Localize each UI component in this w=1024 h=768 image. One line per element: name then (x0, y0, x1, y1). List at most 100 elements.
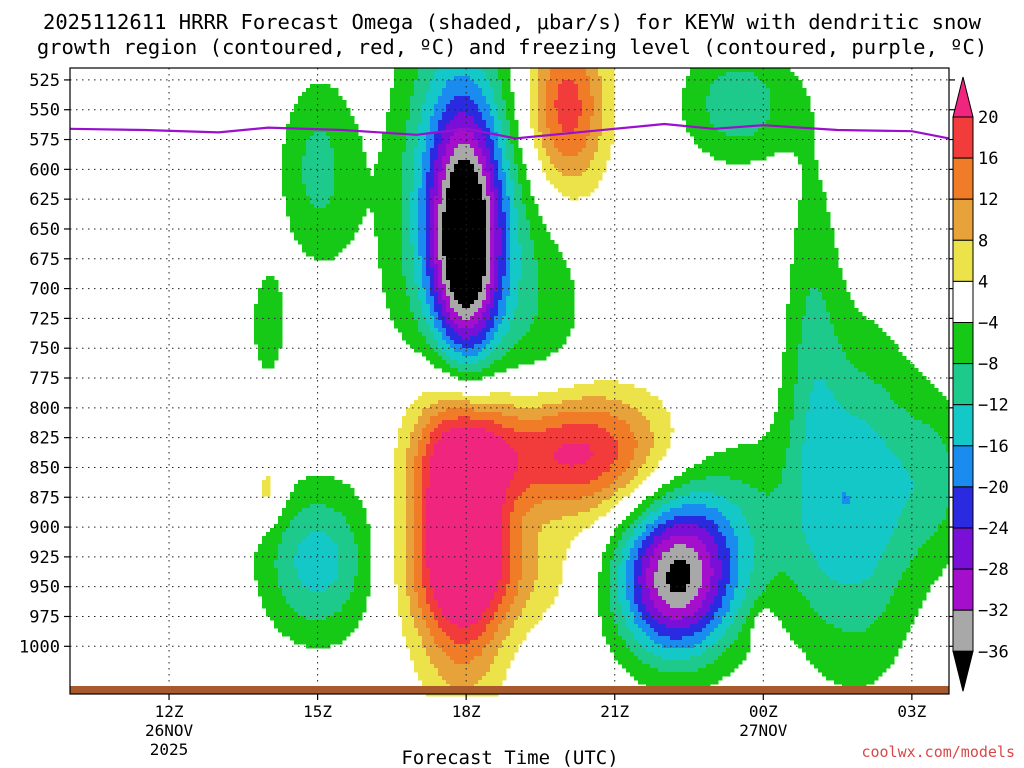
omega-cell (386, 124, 407, 129)
omega-cell (426, 520, 503, 525)
omega-cell (706, 636, 723, 641)
omega-cell (670, 564, 691, 569)
omega-cell (434, 616, 447, 621)
omega-cell (626, 468, 639, 473)
omega-cell (638, 440, 655, 445)
omega-cell (634, 436, 655, 441)
omega-cell (430, 164, 435, 169)
omega-cell (506, 112, 515, 117)
omega-cell (298, 568, 339, 573)
omega-cell (842, 500, 851, 505)
omega-cell (522, 556, 539, 561)
y-tick-label: 675 (29, 250, 60, 270)
omega-cell (498, 144, 507, 149)
omega-cell (426, 532, 503, 537)
omega-cell (522, 188, 531, 193)
omega-cell (542, 140, 555, 145)
omega-cell (602, 556, 615, 561)
omega-cell (938, 528, 950, 533)
omega-cell (430, 568, 503, 573)
omega-cell (726, 160, 751, 165)
omega-cell (526, 512, 579, 517)
omega-cell (446, 304, 451, 309)
omega-cell (402, 240, 411, 245)
omega-cell (698, 620, 711, 625)
omega-cell (674, 560, 687, 565)
omega-cell (538, 572, 563, 577)
omega-cell (438, 68, 483, 73)
omega-cell (418, 140, 427, 145)
omega-cell (502, 644, 519, 649)
omega-cell (538, 272, 571, 277)
omega-cell (626, 540, 635, 545)
omega-cell (406, 456, 415, 461)
omega-cell (282, 148, 307, 153)
omega-cell (838, 400, 895, 405)
omega-cell (390, 92, 415, 97)
omega-cell (654, 444, 671, 449)
omega-cell (450, 156, 479, 161)
omega-cell (378, 256, 403, 261)
omega-cell (794, 400, 811, 405)
omega-cell (502, 544, 511, 549)
omega-cell (538, 540, 571, 545)
omega-cell (886, 444, 947, 449)
omega-cell (502, 508, 515, 513)
omega-cell (826, 300, 855, 305)
omega-cell (446, 288, 451, 293)
omega-cell (478, 352, 491, 357)
x-tick-label: 03Z (897, 702, 926, 721)
omega-cell (878, 564, 911, 569)
omega-cell (298, 512, 343, 517)
omega-cell (646, 508, 659, 513)
omega-cell (450, 140, 479, 145)
omega-cell (406, 536, 415, 541)
omega-cell (402, 228, 411, 233)
omega-cell (414, 188, 419, 193)
omega-cell (426, 560, 503, 565)
omega-cell (410, 432, 423, 437)
omega-cell (306, 184, 335, 189)
omega-cell (434, 592, 495, 597)
omega-cell (870, 576, 903, 581)
omega-cell (886, 604, 923, 609)
omega-cell (422, 428, 435, 433)
omega-cell (434, 144, 439, 149)
omega-cell (414, 616, 423, 621)
omega-cell (446, 196, 483, 201)
omega-cell (406, 408, 423, 413)
omega-cell (686, 544, 707, 549)
omega-cell (790, 280, 847, 285)
omega-cell (738, 444, 791, 449)
omega-cell (726, 612, 739, 617)
omega-cell (394, 452, 407, 457)
omega-cell (506, 492, 523, 497)
omega-cell (442, 112, 459, 117)
omega-cell (422, 540, 427, 545)
omega-cell (530, 232, 551, 237)
omega-cell (422, 492, 427, 497)
omega-cell (662, 532, 711, 537)
omega-cell (498, 604, 511, 609)
omega-cell (502, 532, 511, 537)
omega-cell (486, 320, 495, 325)
omega-cell (506, 240, 511, 245)
omega-cell (502, 180, 507, 185)
y-tick-label: 700 (29, 280, 60, 300)
omega-cell (414, 88, 431, 93)
omega-cell (494, 224, 499, 229)
omega-cell (394, 532, 407, 537)
omega-cell (506, 180, 515, 185)
omega-cell (718, 128, 759, 133)
omega-cell (618, 660, 643, 665)
omega-cell (334, 152, 367, 157)
omega-cell (770, 424, 791, 429)
omega-cell (422, 584, 431, 589)
omega-cell (282, 588, 311, 593)
omega-cell (414, 576, 423, 581)
omega-cell (406, 484, 415, 489)
colorbar-label: −32 (978, 601, 1009, 621)
omega-cell (654, 640, 703, 645)
omega-cell (494, 184, 503, 189)
omega-cell (578, 92, 591, 97)
